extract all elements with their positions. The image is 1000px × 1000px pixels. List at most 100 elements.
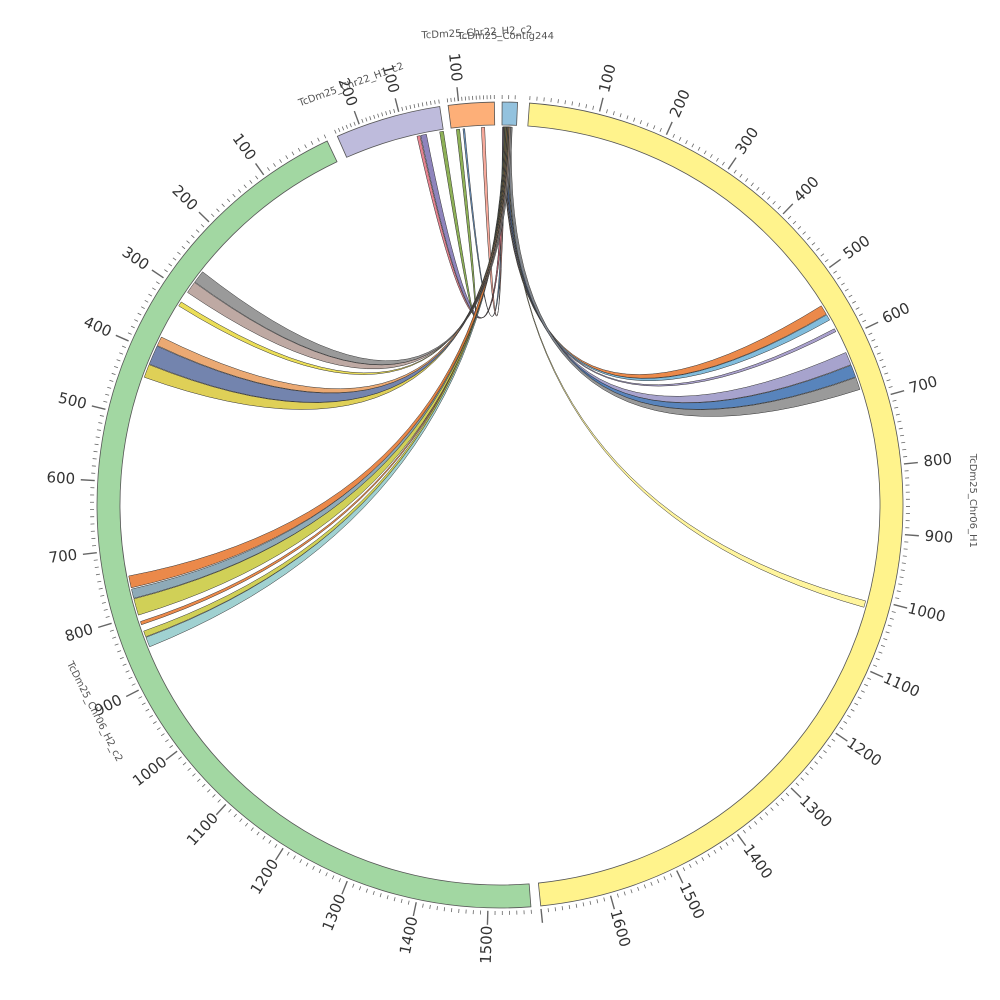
- minor-tick-chr06_h2-780: [103, 609, 108, 611]
- minor-tick-chr06_h1-1040: [885, 631, 890, 634]
- minor-tick-chr22_h1-170: [369, 116, 372, 121]
- minor-tick-chr06_h2-260: [177, 251, 181, 255]
- labels-layer: 1002003004005006007008009001000110012001…: [46, 25, 978, 964]
- minor-tick-chr06_h2-790: [105, 615, 110, 618]
- minor-tick-chr06_h1-1550: [643, 884, 646, 889]
- tick-label-chr06_h1-1600: 1600: [606, 907, 634, 949]
- minor-tick-chr06_h1-1070: [878, 651, 883, 654]
- minor-tick-chr06_h2-120: [249, 180, 253, 184]
- major-tick-chr06_h2-700: [82, 551, 97, 556]
- major-tick-chr06_h1-1100: [870, 670, 884, 678]
- minor-tick-chr06_h1-960: [899, 576, 904, 578]
- major-tick-chr06_h1-900: [904, 534, 919, 537]
- minor-tick-chr22_h1-90: [401, 106, 404, 111]
- minor-tick-chr06_h2-880: [128, 676, 133, 680]
- minor-tick-chr06_h1-490: [824, 259, 829, 263]
- minor-tick-chr06_h1-210: [672, 133, 675, 138]
- minor-tick-chr06_h2-1360: [386, 895, 389, 900]
- tick-label-chr06_h1-1500: 1500: [676, 880, 709, 922]
- minor-tick-chr06_h2-1040: [192, 773, 196, 777]
- minor-tick-chr22_h2-130: [446, 98, 449, 103]
- minor-tick-chr06_h2-1180: [268, 840, 272, 844]
- minor-tick-chr06_h1-60: [571, 101, 573, 106]
- minor-tick-chr06_h2-90: [267, 167, 270, 171]
- minor-tick-chr06_h2-380: [130, 325, 135, 329]
- minor-tick-chr06_h2-1210: [286, 851, 290, 856]
- major-tick-chr06_h1-100: [598, 97, 604, 112]
- tick-label-chr06_h2-700: 700: [48, 546, 79, 567]
- major-tick-chr06_h1-500: [828, 258, 842, 269]
- minor-tick-chr06_h1-1480: [688, 863, 692, 868]
- minor-tick-chr06_h1-230: [685, 140, 688, 145]
- minor-tick-chr06_h1-340: [750, 182, 754, 187]
- minor-tick-chr22_h1-130: [385, 111, 388, 116]
- minor-tick-chr06_h1-1420: [725, 842, 729, 846]
- minor-tick-chr06_h1-250: [697, 146, 701, 151]
- minor-tick-chr22_h1-20: [430, 100, 432, 105]
- minor-tick-chr06_h1-630: [874, 345, 879, 349]
- minor-tick-chr06_h1-1340: [770, 807, 774, 811]
- ticks-layer: [80, 87, 919, 925]
- major-tick-chr06_h2-500: [91, 405, 106, 410]
- minor-tick-chr06_h2-1140: [244, 822, 249, 827]
- minor-tick-chr06_h2-980: [165, 739, 169, 743]
- major-tick-chr06_h1-600: [865, 321, 879, 329]
- minor-tick-chr06_h2-1380: [400, 898, 403, 904]
- minor-tick-chr06_h1-1350: [764, 812, 769, 816]
- minor-tick-chr06_h1-770: [901, 441, 906, 444]
- minor-tick-chr06_h2-860: [122, 663, 127, 666]
- minor-tick-chr06_h2-520: [98, 422, 103, 424]
- minor-tick-chr06_h1-80: [585, 104, 588, 109]
- minor-tick-chr06_h2-1410: [422, 903, 424, 908]
- minor-tick-chr06_h1-1640: [582, 902, 585, 907]
- minor-tick-chr06_h2-940: [149, 715, 153, 718]
- tick-label-chr06_h2-1500: 1500: [477, 925, 496, 964]
- tick-label-chr06_h2-1400: 1400: [396, 915, 421, 956]
- tick-label-chr06_h2-1100: 1100: [183, 809, 222, 849]
- minor-tick-chr06_h2-70: [279, 159, 282, 163]
- minor-tick-chr06_h2-1420: [429, 904, 431, 910]
- tick-label-chr06_h1-1000: 1000: [906, 599, 947, 626]
- minor-tick-chr06_h1-530: [841, 282, 845, 286]
- minor-tick-chr06_h1-1590: [616, 893, 619, 898]
- major-tick-chr22_h2-100: [456, 87, 460, 102]
- links-layer: [128, 126, 866, 648]
- minor-tick-chr06_h2-1270: [325, 872, 328, 877]
- minor-tick-chr06_h1-1310: [785, 792, 790, 797]
- minor-tick-chr06_h2-430: [116, 359, 121, 362]
- minor-tick-chr06_h1-90: [592, 105, 595, 110]
- minor-tick-chr06_h1-1030: [887, 624, 892, 627]
- segments-layer: [96, 101, 904, 909]
- minor-tick-chr06_h1-480: [820, 253, 825, 257]
- major-tick-chr22_h1-100: [394, 98, 400, 113]
- minor-tick-chr06_h2-370: [134, 319, 139, 322]
- minor-tick-chr06_h2-20: [310, 140, 314, 145]
- tick-label-chr06_h2-400: 400: [81, 313, 114, 341]
- minor-tick-chr06_h1-1190: [839, 726, 844, 730]
- minor-tick-chr06_h2-1240: [305, 862, 309, 867]
- minor-tick-chr22_h1-240: [341, 126, 345, 131]
- minor-tick-chr06_h2-1080: [212, 794, 216, 798]
- minor-tick-chr06_h1-220: [678, 136, 682, 141]
- minor-tick-chr06_h2-470: [107, 386, 112, 389]
- tick-label-chr06_h2-600: 600: [46, 468, 76, 488]
- major-tick-chr06_h2-1000: [165, 750, 178, 761]
- minor-tick-chr22_h1-260: [334, 129, 337, 134]
- minor-tick-chr06_h2-230: [191, 234, 195, 239]
- minor-tick-chr06_h1-460: [811, 242, 816, 246]
- minor-tick-chr06_h1-1680: [554, 907, 557, 912]
- tick-label-chr06_h2-300: 300: [119, 243, 153, 274]
- minor-tick-chr06_h1-420: [792, 220, 797, 225]
- minor-tick-chr06_h1-930: [902, 555, 907, 557]
- major-tick-chr06_h1-1500: [676, 870, 684, 884]
- minor-tick-chr06_h1-1660: [568, 905, 571, 910]
- minor-tick-chr06_h1-110: [606, 109, 608, 114]
- link-ribbon-contig244-to-chr06_h1-0: [502, 126, 827, 379]
- minor-tick-chr06_h2-280: [168, 263, 173, 267]
- tick-label-chr06_h2-1000: 1000: [129, 753, 170, 790]
- minor-tick-chr22_h1-210: [353, 121, 356, 126]
- major-tick-chr06_h2-400: [115, 334, 129, 342]
- minor-tick-chr06_h2-420: [119, 352, 124, 355]
- minor-tick-chr06_h2-1160: [256, 831, 260, 836]
- minor-tick-chr06_h1-720: [894, 406, 899, 409]
